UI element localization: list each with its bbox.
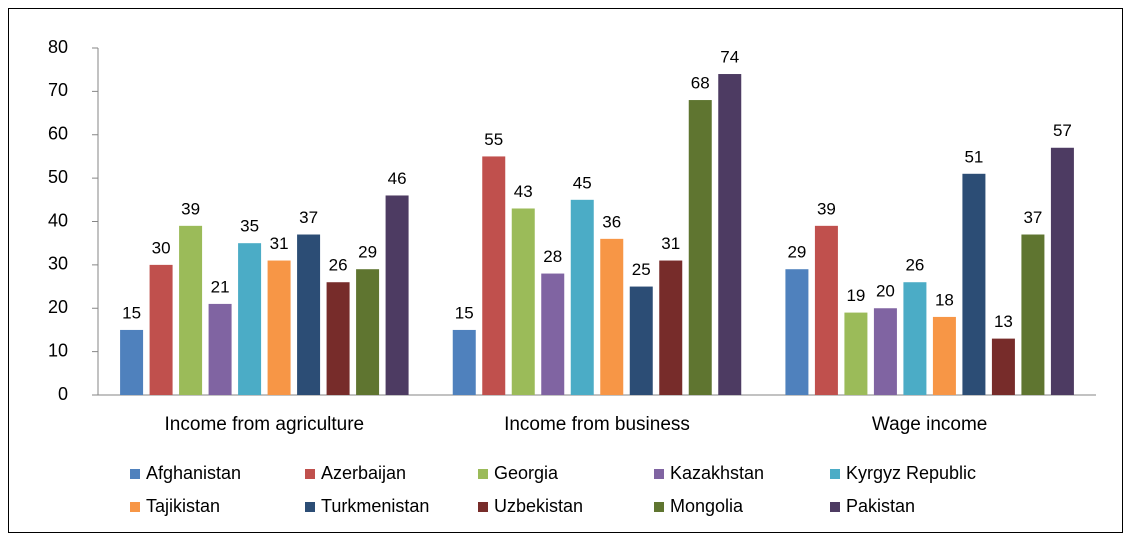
- legend-swatch: [830, 469, 840, 479]
- bar: [962, 173, 986, 395]
- legend-label: Uzbekistan: [494, 496, 583, 516]
- legend-label: Tajikistan: [146, 496, 220, 516]
- bar: [385, 195, 409, 395]
- bar: [511, 208, 535, 395]
- legend-label: Mongolia: [670, 496, 744, 516]
- data-label: 39: [817, 199, 836, 218]
- data-label: 37: [299, 208, 318, 227]
- y-tick-label: 40: [48, 210, 68, 230]
- data-label: 31: [661, 234, 680, 253]
- bar: [326, 282, 350, 395]
- data-label: 45: [573, 173, 592, 192]
- bar: [1050, 147, 1074, 395]
- y-tick-label: 70: [48, 80, 68, 100]
- data-label: 51: [964, 147, 983, 166]
- legend-swatch: [478, 469, 488, 479]
- chart-frame: [8, 8, 1123, 533]
- data-label: 13: [994, 312, 1013, 331]
- legend-label: Kazakhstan: [670, 463, 764, 483]
- data-label: 19: [846, 286, 865, 305]
- bar: [570, 199, 594, 395]
- data-label: 21: [211, 277, 230, 296]
- data-label: 37: [1023, 208, 1042, 227]
- data-label: 39: [181, 199, 200, 218]
- data-label: 18: [935, 290, 954, 309]
- data-label: 57: [1053, 121, 1072, 140]
- data-label: 26: [905, 256, 924, 275]
- legend-swatch: [478, 502, 488, 512]
- bar: [659, 260, 683, 395]
- data-label: 26: [329, 256, 348, 275]
- bar: [452, 329, 476, 395]
- data-label: 43: [514, 182, 533, 201]
- bar: [208, 303, 232, 395]
- bar: [873, 308, 897, 395]
- y-tick-label: 10: [48, 340, 68, 360]
- data-label: 15: [122, 303, 141, 322]
- legend-swatch: [130, 469, 140, 479]
- legend-label: Kyrgyz Republic: [846, 463, 976, 483]
- bar: [814, 225, 838, 395]
- y-tick-label: 50: [48, 167, 68, 187]
- data-label: 28: [543, 247, 562, 266]
- bar: [718, 74, 742, 396]
- x-tick-label: Wage income: [872, 414, 987, 435]
- bar: [149, 264, 173, 395]
- data-label: 36: [602, 212, 621, 231]
- legend-label: Georgia: [494, 463, 559, 483]
- x-tick-label: Income from agriculture: [165, 414, 365, 435]
- bar: [482, 156, 506, 395]
- y-tick-label: 80: [48, 37, 68, 57]
- bar: [844, 312, 868, 395]
- legend-label: Pakistan: [846, 496, 915, 516]
- data-label: 35: [240, 217, 259, 236]
- bar: [991, 338, 1015, 395]
- legend-label: Afghanistan: [146, 463, 241, 483]
- legend-swatch: [654, 469, 664, 479]
- legend-swatch: [305, 502, 315, 512]
- bar: [120, 329, 144, 395]
- data-label: 25: [632, 260, 651, 279]
- data-label: 15: [455, 303, 474, 322]
- x-tick-label: Income from business: [504, 414, 690, 435]
- y-tick-label: 60: [48, 124, 68, 144]
- data-label: 74: [720, 48, 739, 67]
- data-label: 31: [270, 234, 289, 253]
- legend-swatch: [305, 469, 315, 479]
- legend-swatch: [830, 502, 840, 512]
- bar: [600, 238, 624, 395]
- bar: [903, 282, 927, 395]
- bar: [688, 100, 712, 396]
- bar: [541, 273, 565, 395]
- bar: [785, 269, 809, 395]
- legend-swatch: [130, 502, 140, 512]
- bar: [1021, 234, 1045, 395]
- legend-label: Turkmenistan: [321, 496, 429, 516]
- bar: [238, 243, 262, 395]
- data-label: 29: [787, 243, 806, 262]
- data-label: 30: [152, 238, 171, 257]
- bar: [297, 234, 321, 395]
- data-label: 20: [876, 282, 895, 301]
- bar: [267, 260, 291, 395]
- data-label: 29: [358, 243, 377, 262]
- data-label: 46: [388, 169, 407, 188]
- bar: [179, 225, 203, 395]
- bar: [356, 269, 380, 395]
- y-tick-label: 30: [48, 254, 68, 274]
- data-label: 68: [691, 74, 710, 93]
- legend-label: Azerbaijan: [321, 463, 406, 483]
- y-tick-label: 0: [58, 384, 68, 404]
- y-tick-label: 20: [48, 297, 68, 317]
- bar: [629, 286, 653, 395]
- data-label: 55: [484, 130, 503, 149]
- legend-swatch: [654, 502, 664, 512]
- bar: [932, 316, 956, 395]
